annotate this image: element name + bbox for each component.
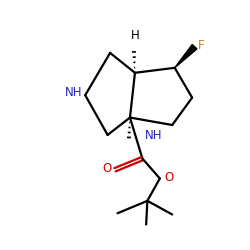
Text: O: O — [102, 162, 111, 175]
Text: O: O — [164, 171, 173, 184]
Text: F: F — [198, 39, 205, 52]
Text: NH: NH — [65, 86, 82, 99]
Text: NH: NH — [145, 129, 162, 142]
Polygon shape — [175, 44, 197, 68]
Text: H: H — [131, 29, 140, 42]
